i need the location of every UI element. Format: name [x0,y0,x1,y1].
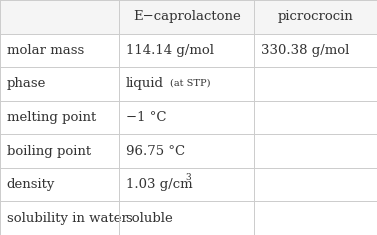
Bar [0,201,119,235]
Bar [0,101,119,134]
Bar [254,67,377,101]
Bar [254,101,377,134]
Bar [119,67,254,101]
Bar [254,201,377,235]
Bar [254,134,377,168]
Text: (at STP): (at STP) [170,78,210,87]
Text: 1.03 g/cm: 1.03 g/cm [126,178,192,191]
Text: E−caprolactone: E−caprolactone [133,10,241,23]
Text: liquid: liquid [126,77,164,90]
Bar [0,134,119,168]
Text: molar mass: molar mass [7,44,84,57]
Bar [119,134,254,168]
Bar [0,34,119,67]
Bar [119,101,254,134]
Text: −1 °C: −1 °C [126,111,166,124]
Text: density: density [7,178,55,191]
Text: phase: phase [7,77,46,90]
Bar [119,168,254,201]
Bar [119,0,254,34]
Text: soluble: soluble [126,212,173,225]
Text: melting point: melting point [7,111,96,124]
Text: picrocrocin: picrocrocin [278,10,354,23]
Text: 330.38 g/mol: 330.38 g/mol [261,44,349,57]
Bar [119,201,254,235]
Bar [254,168,377,201]
Bar [0,67,119,101]
Text: solubility in water: solubility in water [7,212,128,225]
Text: boiling point: boiling point [7,145,91,158]
Text: 114.14 g/mol: 114.14 g/mol [126,44,213,57]
Bar [254,0,377,34]
Bar [0,0,119,34]
Bar [254,34,377,67]
Bar [0,168,119,201]
Text: 96.75 °C: 96.75 °C [126,145,185,158]
Bar [119,34,254,67]
Text: 3: 3 [185,173,191,182]
